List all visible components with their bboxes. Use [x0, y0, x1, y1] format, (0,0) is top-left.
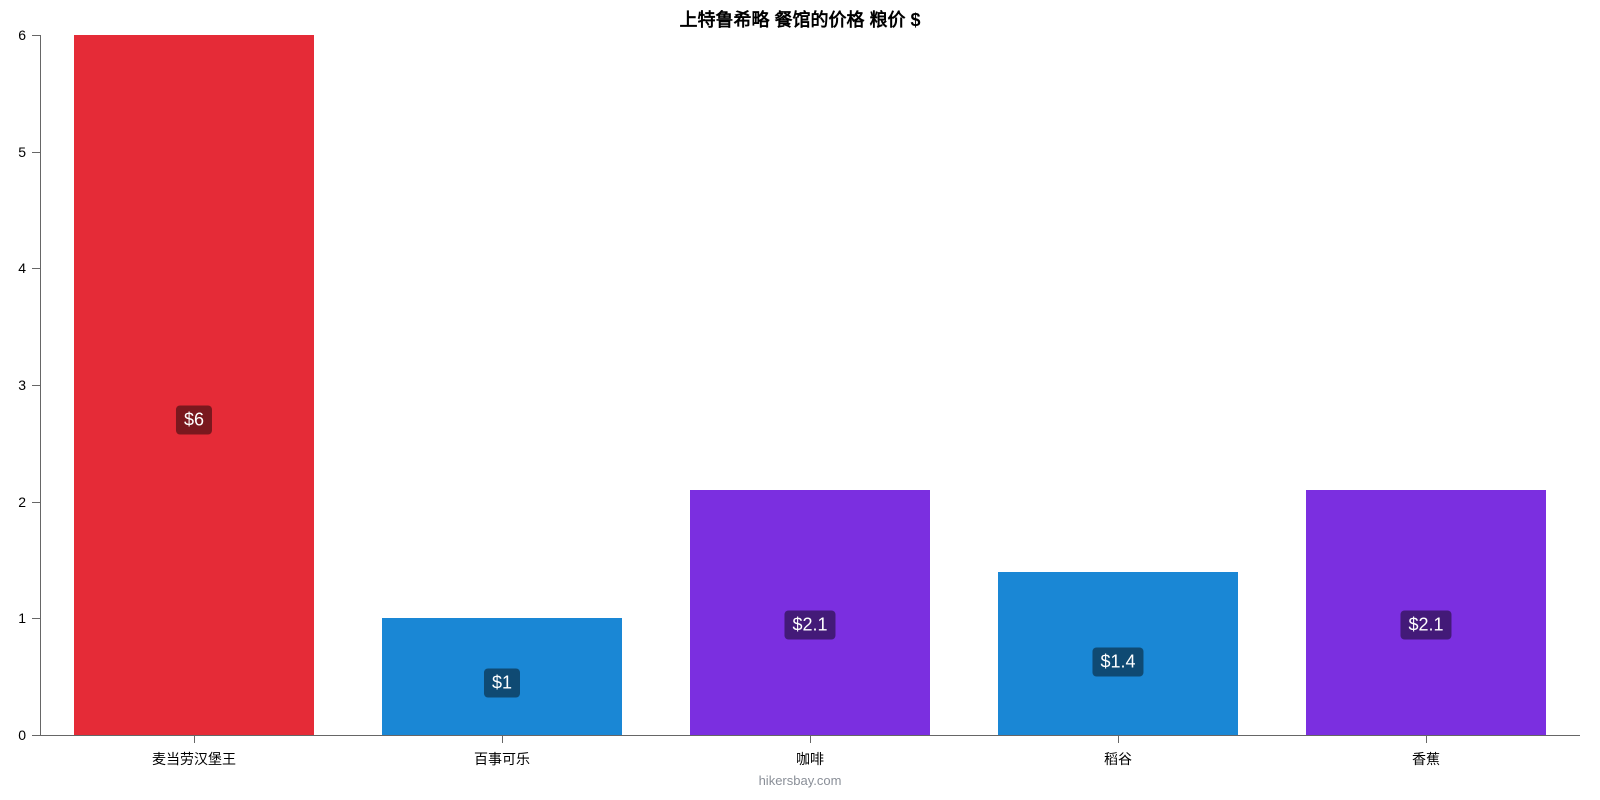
ytick — [32, 268, 40, 269]
xtick-label: 咖啡 — [796, 749, 824, 769]
y-axis — [40, 35, 41, 735]
ytick — [32, 735, 40, 736]
ytick-label: 5 — [6, 144, 26, 160]
bar-value-label: $6 — [176, 406, 212, 435]
chart-title: 上特鲁希略 餐馆的价格 粮价 $ — [0, 6, 1600, 32]
bar-value-label: $1.4 — [1092, 647, 1143, 676]
bar-value-label: $2.1 — [1400, 610, 1451, 639]
bar — [74, 35, 314, 735]
xtick-label: 稻谷 — [1104, 749, 1132, 769]
ytick-label: 6 — [6, 27, 26, 43]
xtick — [810, 735, 811, 743]
xtick — [194, 735, 195, 743]
chart-credit: hikersbay.com — [0, 773, 1600, 788]
ytick — [32, 35, 40, 36]
plot-area: 0123456$6麦当劳汉堡王$1百事可乐$2.1咖啡$1.4稻谷$2.1香蕉 — [40, 35, 1580, 735]
ytick — [32, 152, 40, 153]
ytick-label: 0 — [6, 727, 26, 743]
xtick-label: 香蕉 — [1412, 749, 1440, 769]
price-bar-chart: 上特鲁希略 餐馆的价格 粮价 $ 0123456$6麦当劳汉堡王$1百事可乐$2… — [0, 0, 1600, 800]
ytick-label: 4 — [6, 260, 26, 276]
xtick-label: 百事可乐 — [474, 749, 530, 769]
ytick-label: 3 — [6, 377, 26, 393]
xtick — [1426, 735, 1427, 743]
xtick — [502, 735, 503, 743]
ytick — [32, 502, 40, 503]
xtick-label: 麦当劳汉堡王 — [152, 749, 236, 769]
ytick-label: 1 — [6, 610, 26, 626]
ytick-label: 2 — [6, 494, 26, 510]
ytick — [32, 618, 40, 619]
bar-value-label: $2.1 — [784, 610, 835, 639]
xtick — [1118, 735, 1119, 743]
ytick — [32, 385, 40, 386]
bar-value-label: $1 — [484, 668, 520, 697]
